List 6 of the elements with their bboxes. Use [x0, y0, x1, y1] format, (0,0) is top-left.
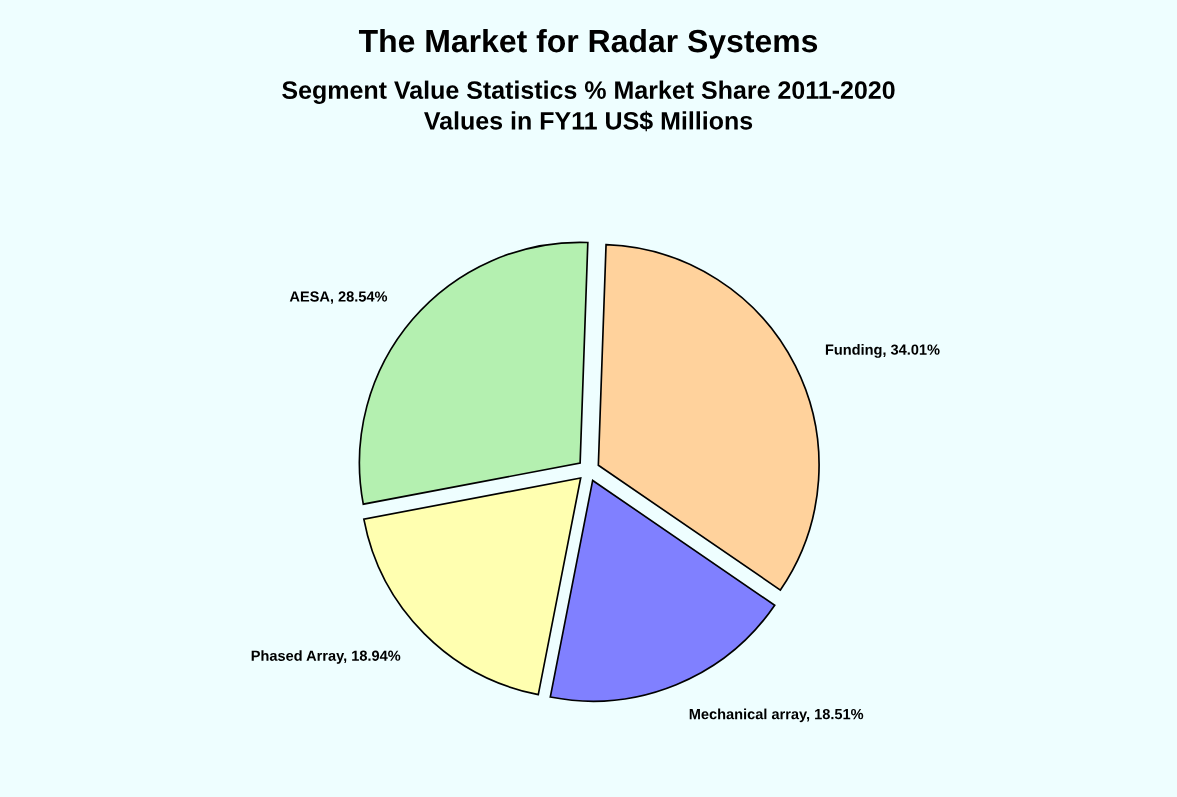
slice-label: Phased Array, 18.94% [251, 650, 401, 664]
chart-subtitle: Segment Value Statistics % Market Share 2011-2020 Values in FY11 US$ Millions [282, 80, 895, 132]
slice-label: Mechanical array, 18.51% [689, 708, 864, 723]
chart-title: The Market for Radar Systems [358, 28, 818, 59]
slice-label: AESA, 28.54% [289, 291, 388, 304]
slice-label: Funding, 34.01% [825, 344, 940, 358]
